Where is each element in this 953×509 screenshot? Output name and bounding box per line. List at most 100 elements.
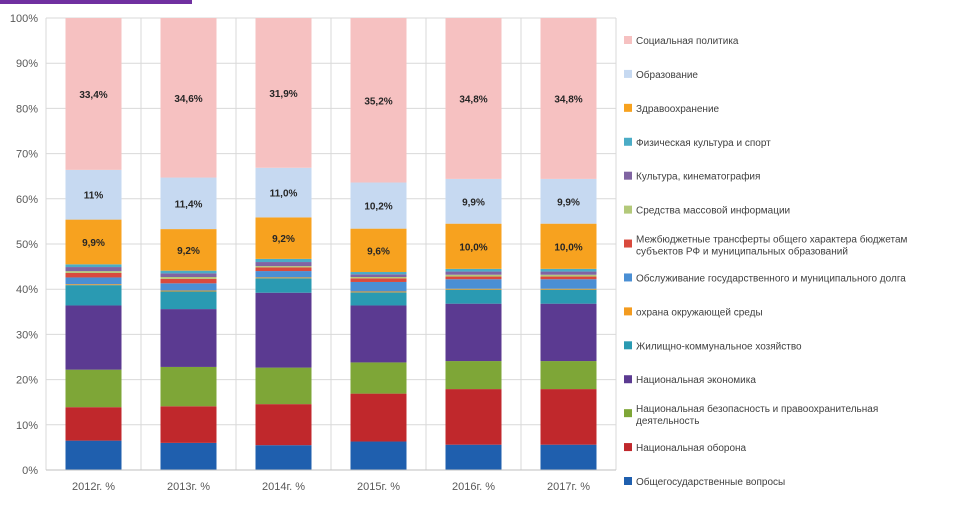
x-tick-label: 2017г. % (547, 481, 590, 493)
legend-swatch (624, 36, 632, 44)
data-label: 9,2% (272, 234, 295, 245)
bar-segment (160, 366, 217, 407)
bar-segment (160, 442, 217, 470)
legend-swatch (624, 409, 632, 418)
bar-segment (540, 276, 597, 280)
bar-segment (160, 270, 217, 274)
bar-segment (255, 217, 312, 259)
legend-label: Жилищно-коммунальное хозяйство (636, 341, 802, 352)
bar-segment (540, 271, 597, 275)
bar-segment (350, 393, 407, 442)
bar-segment (350, 274, 407, 277)
bar-segment (445, 276, 502, 280)
data-label: 11,0% (270, 189, 298, 200)
bar-segment (445, 279, 502, 289)
y-tick-label: 10% (16, 420, 38, 432)
bar-segment (540, 178, 597, 224)
bar-segment (255, 267, 312, 272)
data-label: 33,4% (79, 90, 107, 101)
data-label: 10,0% (459, 242, 487, 253)
x-tick-label: 2014г. % (262, 481, 305, 493)
bar-segment (445, 288, 502, 290)
x-tick-label: 2013г. % (167, 481, 210, 493)
legend-label: Национальная оборона (636, 442, 747, 454)
bar-segment (350, 272, 407, 275)
bar-segment (350, 18, 407, 183)
bar-segment (350, 281, 407, 292)
data-label: 31,9% (269, 89, 297, 100)
y-tick-label: 0% (22, 465, 38, 477)
bar-segment (160, 290, 217, 292)
bar-segment (445, 303, 502, 362)
legend-label: Национальная экономика (636, 375, 756, 386)
legend-label: Образование (636, 69, 698, 81)
bar-segment (160, 177, 217, 230)
legend-label: Средства массовой информации (636, 205, 790, 217)
data-label: 11% (84, 191, 104, 202)
y-tick-label: 30% (16, 329, 38, 341)
bar-segment (350, 276, 407, 279)
y-tick-label: 20% (16, 375, 38, 387)
bar-segment (350, 228, 407, 273)
legend-label: Межбюджетные трансферты общего характера… (636, 234, 908, 258)
bar-segment (350, 305, 407, 363)
legend-swatch (624, 307, 632, 316)
bar-segment (65, 219, 122, 265)
bar-segment (160, 229, 217, 271)
bar-segment (65, 272, 122, 278)
y-tick-label: 100% (10, 13, 38, 25)
bar-segment (350, 291, 407, 293)
y-tick-label: 70% (16, 149, 38, 161)
data-label: 34,6% (174, 94, 202, 105)
bar-segment (65, 305, 122, 370)
bar-segment (350, 362, 407, 394)
legend-swatch (624, 375, 632, 384)
bar-segment (65, 267, 122, 272)
bar-segment (445, 178, 502, 224)
legend-swatch (624, 171, 632, 180)
legend-swatch (624, 341, 632, 350)
bar-segment (445, 389, 502, 445)
bar-segment (350, 278, 407, 282)
data-label: 9,9% (557, 197, 580, 208)
bar-segment (350, 292, 407, 306)
bar-segment (350, 182, 407, 229)
bar-segment (540, 289, 597, 304)
y-tick-label: 90% (16, 58, 38, 70)
bar-segment (160, 406, 217, 443)
bar-segment (255, 266, 312, 268)
bar-segment (255, 404, 312, 446)
data-label: 9,9% (82, 238, 105, 249)
legend-label: Общегосударственные вопросы (636, 476, 785, 488)
bar-segment (445, 289, 502, 304)
bar-segment (540, 279, 597, 289)
bar-segment (445, 444, 502, 470)
legend-swatch (624, 477, 632, 485)
bar-segment (65, 277, 122, 285)
bar-segment (65, 264, 122, 268)
data-label: 34,8% (459, 94, 487, 105)
gridlines (45, 17, 617, 471)
y-tick-label: 80% (16, 103, 38, 115)
data-label: 9,6% (367, 246, 390, 257)
bar-segment (65, 285, 122, 306)
bar-segment (445, 268, 502, 272)
bar-segment (540, 389, 597, 445)
bar-segment (255, 367, 312, 405)
bar-segment (65, 169, 122, 220)
bar-segment (255, 292, 312, 368)
y-tick-label: 50% (16, 239, 38, 251)
bar-segment (255, 445, 312, 470)
data-label: 9,2% (177, 246, 200, 257)
top-accent-bar (0, 0, 192, 4)
data-label: 34,8% (554, 94, 582, 105)
legend-label: Обслуживание государственного и муниципа… (636, 272, 906, 284)
legend-swatch (624, 443, 632, 452)
bar-segment (540, 223, 597, 269)
bar-segment (65, 369, 122, 408)
legend-label: охрана окружающей среды (636, 307, 763, 318)
bar-segment (350, 441, 407, 470)
y-tick-label: 60% (16, 194, 38, 206)
bar-segment (445, 274, 502, 277)
